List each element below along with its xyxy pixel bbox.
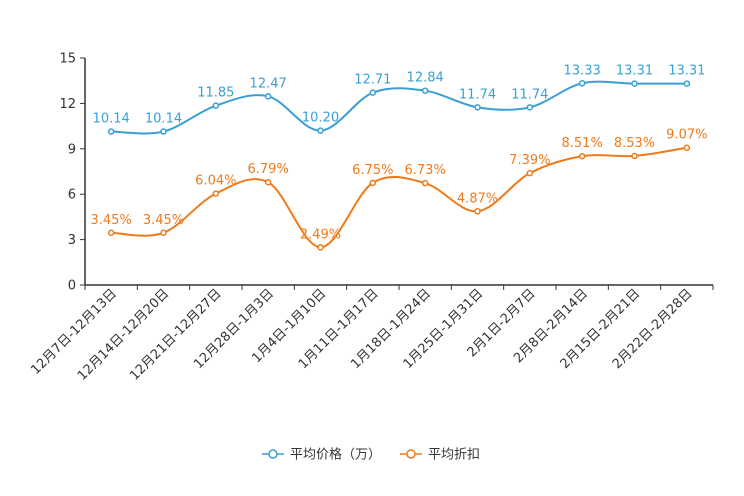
series-1-data-label: 6.75%	[352, 163, 393, 178]
series-0-data-label: 11.74	[459, 87, 496, 102]
series-1-data-label: 9.07%	[666, 128, 707, 143]
series-0-point[interactable]	[264, 93, 272, 100]
series-1-point[interactable]	[631, 152, 638, 160]
series-1-data-label: 3.45%	[143, 213, 184, 228]
y-tick-label: 3	[68, 233, 76, 248]
series-0-point[interactable]	[369, 89, 377, 96]
series-1-point[interactable]	[474, 208, 481, 215]
legend[interactable]: 平均价格（万） 平均折扣	[262, 447, 480, 463]
legend-item-1[interactable]: 平均折扣	[400, 448, 480, 463]
series-1-data-label: 8.53%	[614, 136, 655, 151]
series-0-data-label: 11.74	[511, 87, 548, 102]
x-tick-label: 12月7日-12月13日	[28, 286, 120, 378]
series-0-point[interactable]	[578, 80, 586, 87]
series-1-point[interactable]	[212, 190, 220, 197]
series-0-point[interactable]	[631, 80, 638, 87]
series-0-data-label: 12.71	[354, 73, 391, 88]
series-line-1	[111, 146, 687, 249]
series-1-point[interactable]	[683, 144, 691, 151]
series-0-data-label: 13.33	[564, 63, 601, 78]
series-0-point[interactable]	[317, 127, 324, 134]
series-1-point[interactable]	[160, 229, 167, 237]
series-1-point[interactable]	[526, 169, 534, 177]
series-0-data-label: 12.84	[407, 71, 444, 86]
series-0-data-label: 13.31	[616, 64, 653, 79]
series-1-data-label: 2.49%	[300, 227, 341, 242]
legend-label: 平均折扣	[428, 448, 480, 463]
y-tick-label: 6	[68, 188, 76, 203]
series-1-data-label: 3.45%	[91, 213, 132, 228]
series-0-point[interactable]	[160, 128, 167, 135]
series-0-point[interactable]	[212, 102, 220, 109]
legend-marker-icon	[268, 449, 278, 459]
series-layer	[107, 80, 691, 251]
x-tick-label: 12月14日-12月20日	[75, 286, 172, 383]
series-0-data-label: 11.85	[197, 86, 234, 101]
legend-item-0[interactable]: 平均价格（万）	[262, 447, 381, 463]
series-0-point[interactable]	[683, 80, 691, 87]
series-1-data-label: 8.51%	[562, 136, 603, 151]
y-tick-label: 0	[68, 279, 76, 294]
series-0-data-label: 10.20	[302, 111, 339, 126]
series-0-data-label: 13.31	[668, 64, 705, 79]
series-1-data-label: 7.39%	[509, 153, 550, 168]
series-0-point[interactable]	[421, 87, 429, 94]
series-0-point[interactable]	[107, 128, 115, 135]
series-0-data-label: 10.14	[93, 112, 130, 127]
series-0-data-label: 12.47	[250, 76, 287, 91]
series-1-data-label: 4.87%	[457, 191, 498, 206]
legend-marker-icon	[406, 449, 416, 459]
series-0-point[interactable]	[474, 104, 481, 111]
series-1-data-label: 6.79%	[248, 162, 289, 177]
legend-label: 平均价格（万）	[290, 447, 381, 463]
y-tick-label: 15	[59, 52, 76, 67]
series-1-point[interactable]	[264, 178, 272, 186]
series-1-point[interactable]	[369, 179, 377, 187]
data-labels-layer: 10.14 10.14 11.85 12.47 10.20 12.71 12.84 11.74…	[91, 63, 708, 242]
series-1-point[interactable]	[578, 152, 586, 160]
series-0-point[interactable]	[526, 104, 534, 111]
series-1-point[interactable]	[421, 179, 429, 187]
series-0-data-label: 10.14	[145, 112, 182, 127]
series-1-data-label: 6.73%	[405, 163, 446, 178]
series-1-data-label: 6.04%	[195, 174, 236, 189]
series-1-point[interactable]	[317, 244, 324, 251]
series-1-point[interactable]	[107, 229, 115, 237]
y-tick-label: 9	[68, 142, 76, 157]
x-tick-label: 12月21日-12月27日	[127, 286, 224, 383]
y-tick-label: 12	[59, 97, 76, 112]
